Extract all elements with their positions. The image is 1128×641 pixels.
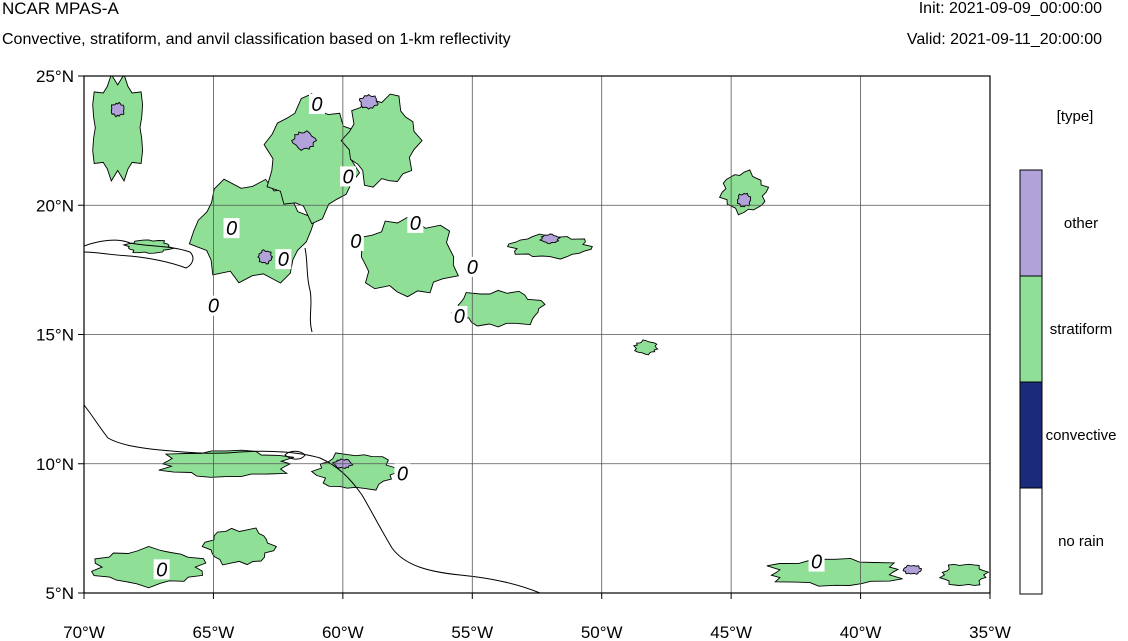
contour-label: 0 xyxy=(311,94,322,116)
contour-label: 0 xyxy=(350,231,361,253)
legend-swatch-convective xyxy=(1019,381,1043,489)
rain-region-other xyxy=(358,94,379,110)
rain-regions xyxy=(90,76,990,589)
legend-label-convective: convective xyxy=(1046,427,1117,444)
figure-title: NCAR MPAS-A xyxy=(2,0,119,18)
coastline-lesser-antilles xyxy=(304,247,313,333)
contour-label-background xyxy=(340,166,357,187)
rain-region-stratiform xyxy=(263,93,361,225)
contour-label: 0 xyxy=(342,166,353,188)
coastline-south-america xyxy=(84,404,541,593)
lon-tick-label: 70°W xyxy=(63,623,105,641)
latitude-axis: 25°N 20°N 15°N 10°N 5°N xyxy=(36,67,84,603)
rain-region-stratiform xyxy=(340,93,423,188)
rain-region-stratiform xyxy=(356,216,459,298)
legend-label-no-rain: no rain xyxy=(1058,533,1104,550)
contour-label-background xyxy=(153,559,170,580)
legend-label-other: other xyxy=(1064,215,1098,232)
rain-region-other xyxy=(902,564,923,575)
contour-label-background xyxy=(451,305,468,326)
rain-region-stratiform xyxy=(122,239,176,254)
rain-region-stratiform xyxy=(310,452,401,491)
contour-label: 0 xyxy=(454,306,465,328)
lon-tick-label: 60°W xyxy=(322,623,364,641)
figure-subtitle: Convective, stratiform, and anvil classi… xyxy=(2,31,511,48)
rain-region-other xyxy=(538,233,561,245)
lon-tick-label: 50°W xyxy=(581,623,623,641)
map-grid xyxy=(84,76,990,593)
rain-region-other xyxy=(257,249,274,265)
contour-label-background xyxy=(308,94,325,115)
legend-colorbar: other stratiform convective no rain xyxy=(1019,169,1117,595)
lat-tick-label: 5°N xyxy=(45,584,74,603)
rain-region-stratiform xyxy=(718,169,770,216)
legend-swatch-stratiform xyxy=(1019,275,1043,383)
lat-tick-label: 25°N xyxy=(36,67,74,86)
rain-region-stratiform xyxy=(92,76,144,182)
contour-label: 0 xyxy=(397,464,408,486)
rain-region-stratiform xyxy=(632,339,659,356)
contour-label-background xyxy=(464,256,481,277)
lon-tick-label: 55°W xyxy=(451,623,493,641)
contour-label: 0 xyxy=(410,213,421,235)
rain-region-stratiform xyxy=(90,546,207,589)
lon-tick-label: 40°W xyxy=(840,623,882,641)
contour-label-background xyxy=(223,218,240,239)
valid-time: Valid: 2021-09-11_20:00:00 xyxy=(906,31,1102,48)
lon-tick-label: 65°W xyxy=(193,623,235,641)
longitude-axis: 70°W 65°W 60°W 55°W 50°W 45°W 40°W 35°W xyxy=(63,593,1011,641)
contour-label-background xyxy=(347,231,364,252)
contour-label: 0 xyxy=(467,257,478,279)
rain-region-other xyxy=(110,101,125,118)
rain-region-stratiform xyxy=(766,557,903,587)
contour-label-background xyxy=(407,212,424,233)
lat-tick-label: 10°N xyxy=(36,455,74,474)
coastlines xyxy=(84,239,541,593)
coastline-hispaniola-pr xyxy=(84,239,194,269)
lon-tick-label: 35°W xyxy=(969,623,1011,641)
lat-tick-label: 20°N xyxy=(36,196,74,215)
contour-label: 0 xyxy=(811,552,822,574)
init-time: Init: 2021-09-09_00:00:00 xyxy=(918,0,1102,17)
lon-tick-label: 45°W xyxy=(710,623,752,641)
rain-region-stratiform xyxy=(938,563,990,586)
contour-label-background xyxy=(275,249,292,270)
legend-swatch-other xyxy=(1019,169,1043,277)
coastline-trinidad xyxy=(284,450,306,460)
legend-title: [type] xyxy=(1057,108,1094,125)
contour-label: 0 xyxy=(156,559,167,581)
contour-label-background xyxy=(394,463,411,484)
legend-label-stratiform: stratiform xyxy=(1050,321,1113,338)
rain-region-stratiform xyxy=(201,527,278,566)
contour-label: 0 xyxy=(278,249,289,271)
legend-swatch-no-rain xyxy=(1019,487,1043,595)
contour-label: 0 xyxy=(208,296,219,318)
contour-labels: 0 0 0 0 0 0 0 0 0 0 0 0 xyxy=(153,94,825,581)
contour-label: 0 xyxy=(226,218,237,240)
rain-region-other xyxy=(291,130,317,151)
contour-label-background xyxy=(205,295,222,316)
rain-region-stratiform xyxy=(506,233,593,260)
contour-label-background xyxy=(808,551,825,572)
lat-tick-label: 15°N xyxy=(36,326,74,345)
